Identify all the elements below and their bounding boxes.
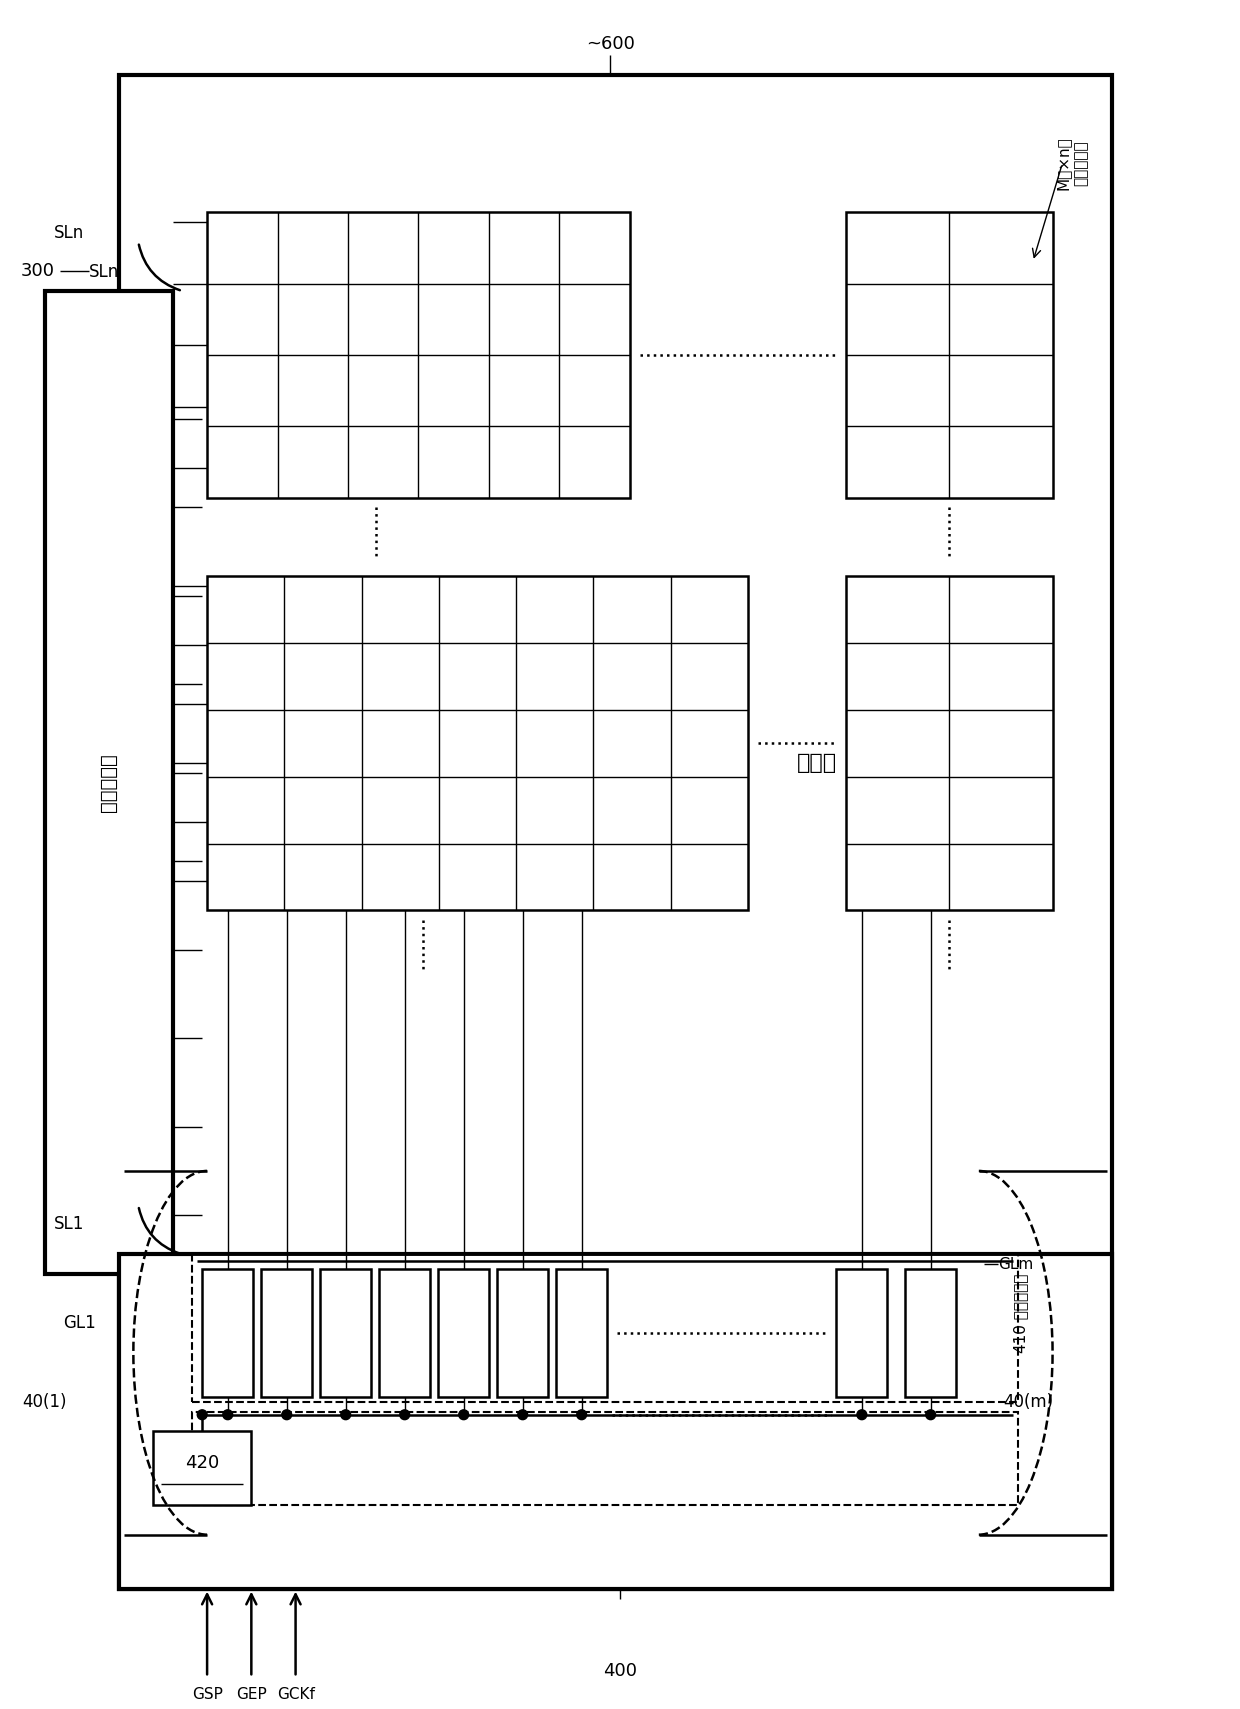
Text: GL1: GL1: [63, 1314, 95, 1333]
Text: SLn: SLn: [89, 263, 119, 282]
Circle shape: [281, 1410, 291, 1420]
Circle shape: [197, 1410, 207, 1420]
Text: 300: 300: [21, 263, 55, 280]
Bar: [192, 1254, 1018, 1401]
Bar: [497, 1270, 548, 1396]
Bar: [207, 576, 748, 911]
Circle shape: [459, 1410, 469, 1420]
Circle shape: [857, 1410, 867, 1420]
Bar: [202, 1270, 253, 1396]
Text: GCKf: GCKf: [277, 1687, 315, 1702]
Circle shape: [518, 1410, 527, 1420]
Bar: [262, 1270, 312, 1396]
Text: GSP: GSP: [192, 1687, 222, 1702]
Bar: [119, 1254, 1111, 1589]
Bar: [379, 1270, 430, 1396]
Bar: [192, 1412, 1018, 1506]
Bar: [846, 212, 1053, 497]
Text: ~600: ~600: [585, 36, 635, 53]
Bar: [438, 1270, 490, 1396]
Bar: [153, 1432, 252, 1506]
Circle shape: [926, 1410, 935, 1420]
Text: 400: 400: [603, 1663, 637, 1680]
Text: 40(1): 40(1): [22, 1393, 67, 1412]
Text: GEP: GEP: [236, 1687, 267, 1702]
Circle shape: [577, 1410, 587, 1420]
Bar: [556, 1270, 608, 1396]
Circle shape: [341, 1410, 351, 1420]
Bar: [905, 1270, 956, 1396]
Text: 410 移位寄存器: 410 移位寄存器: [1013, 1273, 1028, 1354]
Bar: [207, 212, 630, 497]
Bar: [836, 1270, 888, 1396]
Text: SLn: SLn: [55, 224, 84, 243]
Circle shape: [399, 1410, 409, 1420]
Text: GLm: GLm: [998, 1256, 1034, 1271]
Text: M行×n列
的像素矩阵: M行×n列 的像素矩阵: [1056, 137, 1089, 190]
Bar: [320, 1270, 371, 1396]
Text: SL1: SL1: [55, 1215, 84, 1232]
Bar: [846, 576, 1053, 911]
Bar: [119, 75, 1111, 1589]
Bar: [45, 291, 172, 1275]
Text: 源极驱动器: 源极驱动器: [99, 754, 118, 812]
Circle shape: [223, 1410, 233, 1420]
Text: 420: 420: [185, 1454, 219, 1473]
Text: 40(m): 40(m): [1003, 1393, 1054, 1412]
Text: 显示部: 显示部: [796, 754, 837, 772]
